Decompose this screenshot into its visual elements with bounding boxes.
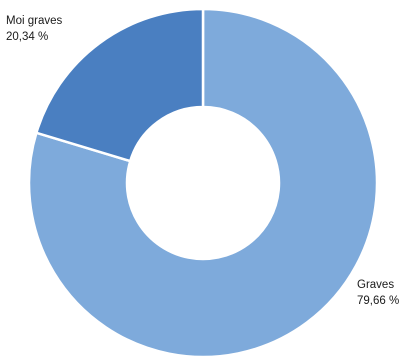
donut-slices — [27, 7, 379, 356]
slice-label-moi-graves: Moi graves — [6, 15, 62, 27]
slice-graves — [27, 7, 379, 356]
slice-label-graves: Graves — [357, 279, 394, 291]
slice-value-graves: 79,66 % — [357, 295, 399, 307]
slice-moi-graves — [34, 7, 205, 163]
slice-value-moi-graves: 20,34 % — [6, 31, 48, 43]
